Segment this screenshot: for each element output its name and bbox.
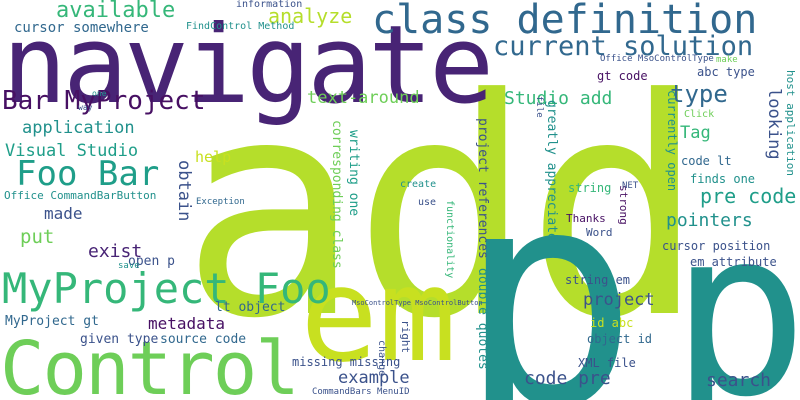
word-studio-add: Studio add: [504, 88, 613, 109]
word-lt-object: lt object: [215, 300, 286, 315]
word-strong: strong: [617, 185, 630, 225]
word-analyze: analyze: [268, 4, 353, 28]
word-looking: looking: [764, 88, 784, 160]
word-way: way: [78, 103, 93, 112]
word-finds-one: finds one: [690, 172, 756, 186]
word-add: add: [180, 35, 706, 384]
word-net: NET: [622, 181, 639, 191]
word-double-quotes: double quotes: [475, 268, 490, 370]
word-id-abc: id abc: [590, 316, 634, 330]
word-class-definition: class definition: [372, 0, 758, 43]
word-office-msocontroltype: Office MsoControlType: [600, 54, 714, 64]
word-right: right: [399, 320, 412, 354]
word-currently-open: currently open: [665, 90, 679, 192]
word-save: save: [118, 261, 140, 271]
word-obtain: obtain: [174, 160, 194, 222]
word-create: create: [400, 179, 437, 190]
word-code-lt: code lt: [681, 154, 732, 168]
word-p-large: p: [458, 125, 639, 400]
word-current-solution: current solution: [493, 31, 754, 62]
word-object-id: object id: [587, 332, 653, 346]
word-myproject-gt: MyProject gt: [5, 314, 99, 329]
word-p-medium: p: [670, 181, 800, 400]
word-text-around: text-around: [307, 88, 420, 108]
word-project: project: [583, 290, 655, 310]
word-gt-code: gt code: [597, 69, 648, 83]
word-commandbars-menuid: CommandBars MenuID: [312, 387, 410, 397]
word-foo-bar: Foo Bar: [16, 154, 160, 194]
word-click: Click: [684, 109, 715, 120]
word-given-type: given type: [80, 332, 159, 347]
word-make: make: [716, 55, 738, 65]
word-help: help: [195, 148, 232, 166]
word-available: available: [56, 0, 176, 23]
word-search: search: [706, 370, 772, 391]
word-cursor-position: cursor position: [662, 239, 771, 253]
word-xml-file: XML file: [578, 356, 636, 370]
word-application: application: [22, 118, 135, 138]
word-type: type: [670, 80, 728, 108]
word-abc-type: abc type: [697, 65, 755, 79]
word-thanks: Thanks: [566, 212, 606, 225]
word-metadata: metadata: [148, 314, 226, 333]
word-string-em: string em: [565, 273, 631, 287]
word-bar-myproject: Bar MyProject: [2, 86, 206, 116]
word-code-pre: code pre: [524, 368, 611, 389]
word-word: Word: [586, 226, 613, 239]
word-findcontrol-method: FindControl Method: [186, 21, 295, 32]
word-em-attribute: em attribute: [690, 255, 777, 269]
word-myproject-foo: MyProject Foo: [2, 264, 331, 313]
word-host-application: host application: [784, 70, 797, 176]
word-string: string: [568, 181, 612, 195]
word-em: em: [300, 239, 457, 391]
word-corresponding-class: corresponding class: [329, 120, 344, 269]
word-tag: Tag: [680, 123, 711, 143]
word-cursor-somewhere: cursor somewhere: [14, 20, 149, 36]
word-use: use: [418, 197, 437, 208]
word-source-code: source code: [160, 332, 247, 347]
word-file: file: [534, 96, 544, 118]
word-pointers: pointers: [666, 210, 753, 231]
word-information: information: [236, 0, 303, 10]
word-control: Control: [0, 326, 300, 400]
word-one: one: [92, 89, 107, 98]
word-writing-one: writing one: [346, 130, 361, 217]
word-navigate: navigate: [2, 3, 494, 128]
word-functionality: functionality: [444, 200, 455, 279]
word-change: change: [376, 340, 387, 377]
word-project-references: project references: [475, 118, 490, 259]
word-greatly-appreciate: greatly appreciate: [544, 100, 559, 241]
word-office-commandbarbutton: Office CommandBarButton: [4, 189, 157, 202]
word-open-p: open p: [128, 254, 175, 269]
word-visual-studio: Visual Studio: [5, 141, 139, 161]
word-exist: exist: [88, 241, 143, 262]
word-example: example: [338, 368, 410, 388]
word-pre-code: pre code: [700, 184, 797, 208]
word-missing-missing: missing missing: [292, 355, 401, 369]
word-made: made: [44, 204, 83, 223]
word-msocontroltype: MsoControlType MsoControlButton: [352, 299, 483, 307]
word-put: put: [20, 226, 55, 248]
word-exception: Exception: [196, 197, 245, 207]
